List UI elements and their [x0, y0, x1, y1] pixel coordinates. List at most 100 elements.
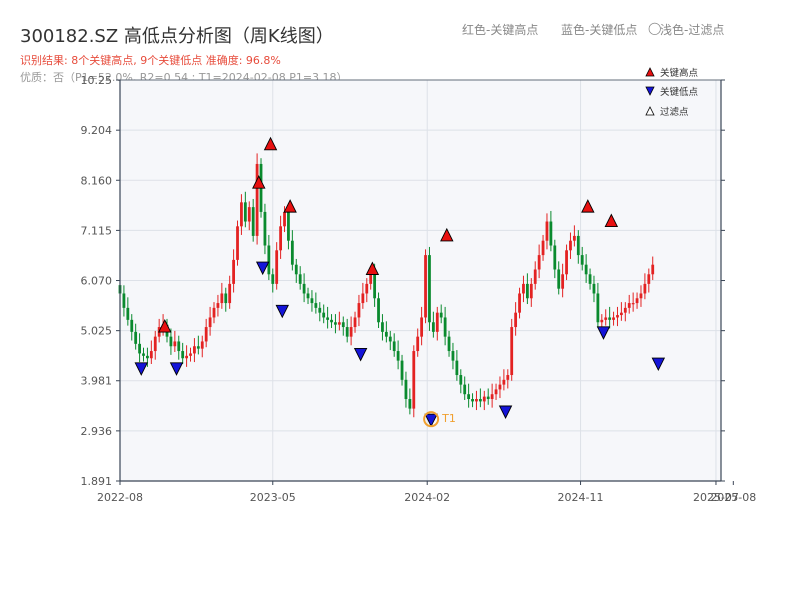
key-low-marker: [353, 347, 368, 362]
candle-body: [185, 355, 188, 359]
candle-body: [533, 269, 537, 284]
candle-body: [369, 274, 373, 284]
x-tick-label: 2024-02: [404, 491, 450, 504]
candle-body: [412, 351, 416, 409]
candle-body: [345, 327, 349, 337]
x-tick-label: 2023-05: [250, 491, 296, 504]
candle-body: [243, 202, 247, 222]
candle-body: [592, 283, 596, 294]
candle-body: [294, 264, 298, 275]
candle-body: [357, 303, 361, 318]
key-high-marker: [283, 199, 297, 213]
candle-body: [463, 384, 467, 395]
y-tick-label: 3.981: [81, 375, 113, 388]
candle-body: [408, 399, 412, 409]
key-high-marker: [365, 261, 380, 275]
candle-body: [494, 389, 498, 395]
candle-body: [377, 298, 380, 323]
candle-body: [565, 250, 568, 275]
candle-body: [443, 317, 447, 337]
candle-body: [349, 327, 353, 337]
legend-high-label: 关键高点: [660, 67, 699, 79]
candle-body: [365, 283, 369, 294]
candle-body: [326, 317, 330, 320]
candle-body: [529, 283, 533, 299]
key-low-marker: [498, 405, 513, 420]
candle-body: [247, 207, 251, 222]
candle-body: [604, 317, 608, 320]
candle-body: [388, 336, 392, 342]
candle-body: [216, 303, 220, 308]
candle-body: [181, 351, 185, 359]
candle-body: [635, 298, 639, 304]
candle-body: [404, 379, 408, 400]
candle-body: [251, 207, 255, 236]
candle-body: [428, 255, 431, 323]
candle-body: [334, 322, 337, 325]
candle-body: [208, 317, 212, 328]
candle-body: [373, 274, 377, 299]
candle-body: [424, 255, 427, 318]
legend-filtered-label: 过滤点: [660, 106, 689, 118]
candle-body: [537, 255, 541, 270]
candle-body: [283, 211, 286, 227]
candle-body: [196, 346, 200, 349]
candle-body: [647, 274, 651, 284]
candle-body: [177, 341, 181, 352]
candle-body: [228, 283, 232, 304]
candle-body: [498, 384, 502, 390]
candle-body: [451, 351, 455, 361]
markers: T1: [134, 136, 666, 428]
candle-body: [381, 322, 384, 332]
candle-body: [149, 351, 153, 359]
candle-body: [486, 396, 490, 400]
candle-body: [142, 353, 145, 356]
candle-body: [459, 375, 463, 385]
y-tick-label: 1.891: [81, 475, 113, 488]
key-low-marker: [169, 362, 184, 376]
legend-key-low-text: 蓝色-关键低点: [561, 23, 638, 37]
candle-body: [212, 307, 216, 318]
candle-body: [557, 269, 561, 289]
key-high-marker: [252, 175, 266, 189]
x-tick-label: 2024-11: [558, 491, 604, 504]
key-high-marker: [158, 319, 172, 333]
candle-body: [267, 245, 271, 275]
candle-body: [306, 293, 310, 299]
candle-body: [651, 264, 655, 275]
candle-body: [541, 240, 545, 256]
candle-body: [193, 346, 196, 354]
candle-body: [310, 298, 314, 304]
candle-body: [447, 336, 451, 352]
legend-filtered-text: 浅色-过滤点: [660, 23, 725, 37]
candle-body: [204, 327, 208, 342]
candle-body: [361, 293, 365, 304]
y-tick-label: 2.936: [81, 425, 113, 438]
candle-body: [330, 319, 333, 323]
key-low-marker: [275, 304, 290, 319]
candle-body: [576, 235, 580, 256]
legend-low-marker-icon: [645, 86, 655, 96]
candle-body: [189, 353, 192, 356]
legend-filtered-marker-icon: [645, 106, 655, 116]
candle-body: [616, 315, 619, 318]
candle-body: [134, 331, 138, 344]
candle-body: [275, 250, 279, 284]
candle-body: [514, 312, 518, 328]
candle-body: [502, 379, 506, 385]
key-low-marker: [134, 362, 148, 376]
candle-body: [475, 399, 478, 402]
candle-body: [596, 293, 600, 323]
candle-body: [318, 307, 322, 313]
legend-low-label: 关键低点: [660, 86, 699, 98]
y-tick-label: 6.070: [81, 275, 113, 288]
y-tick-label: 9.204: [81, 124, 113, 137]
candle-body: [608, 317, 612, 320]
candle-body: [416, 336, 420, 352]
candle-body: [600, 319, 604, 323]
candle-body: [220, 293, 224, 304]
candle-body: [396, 351, 400, 361]
candle-body: [643, 283, 647, 294]
recognition-result: 识别结果: 8个关键高点, 9个关键低点 准确度: 96.8%: [20, 54, 281, 67]
candle-body: [522, 283, 525, 294]
